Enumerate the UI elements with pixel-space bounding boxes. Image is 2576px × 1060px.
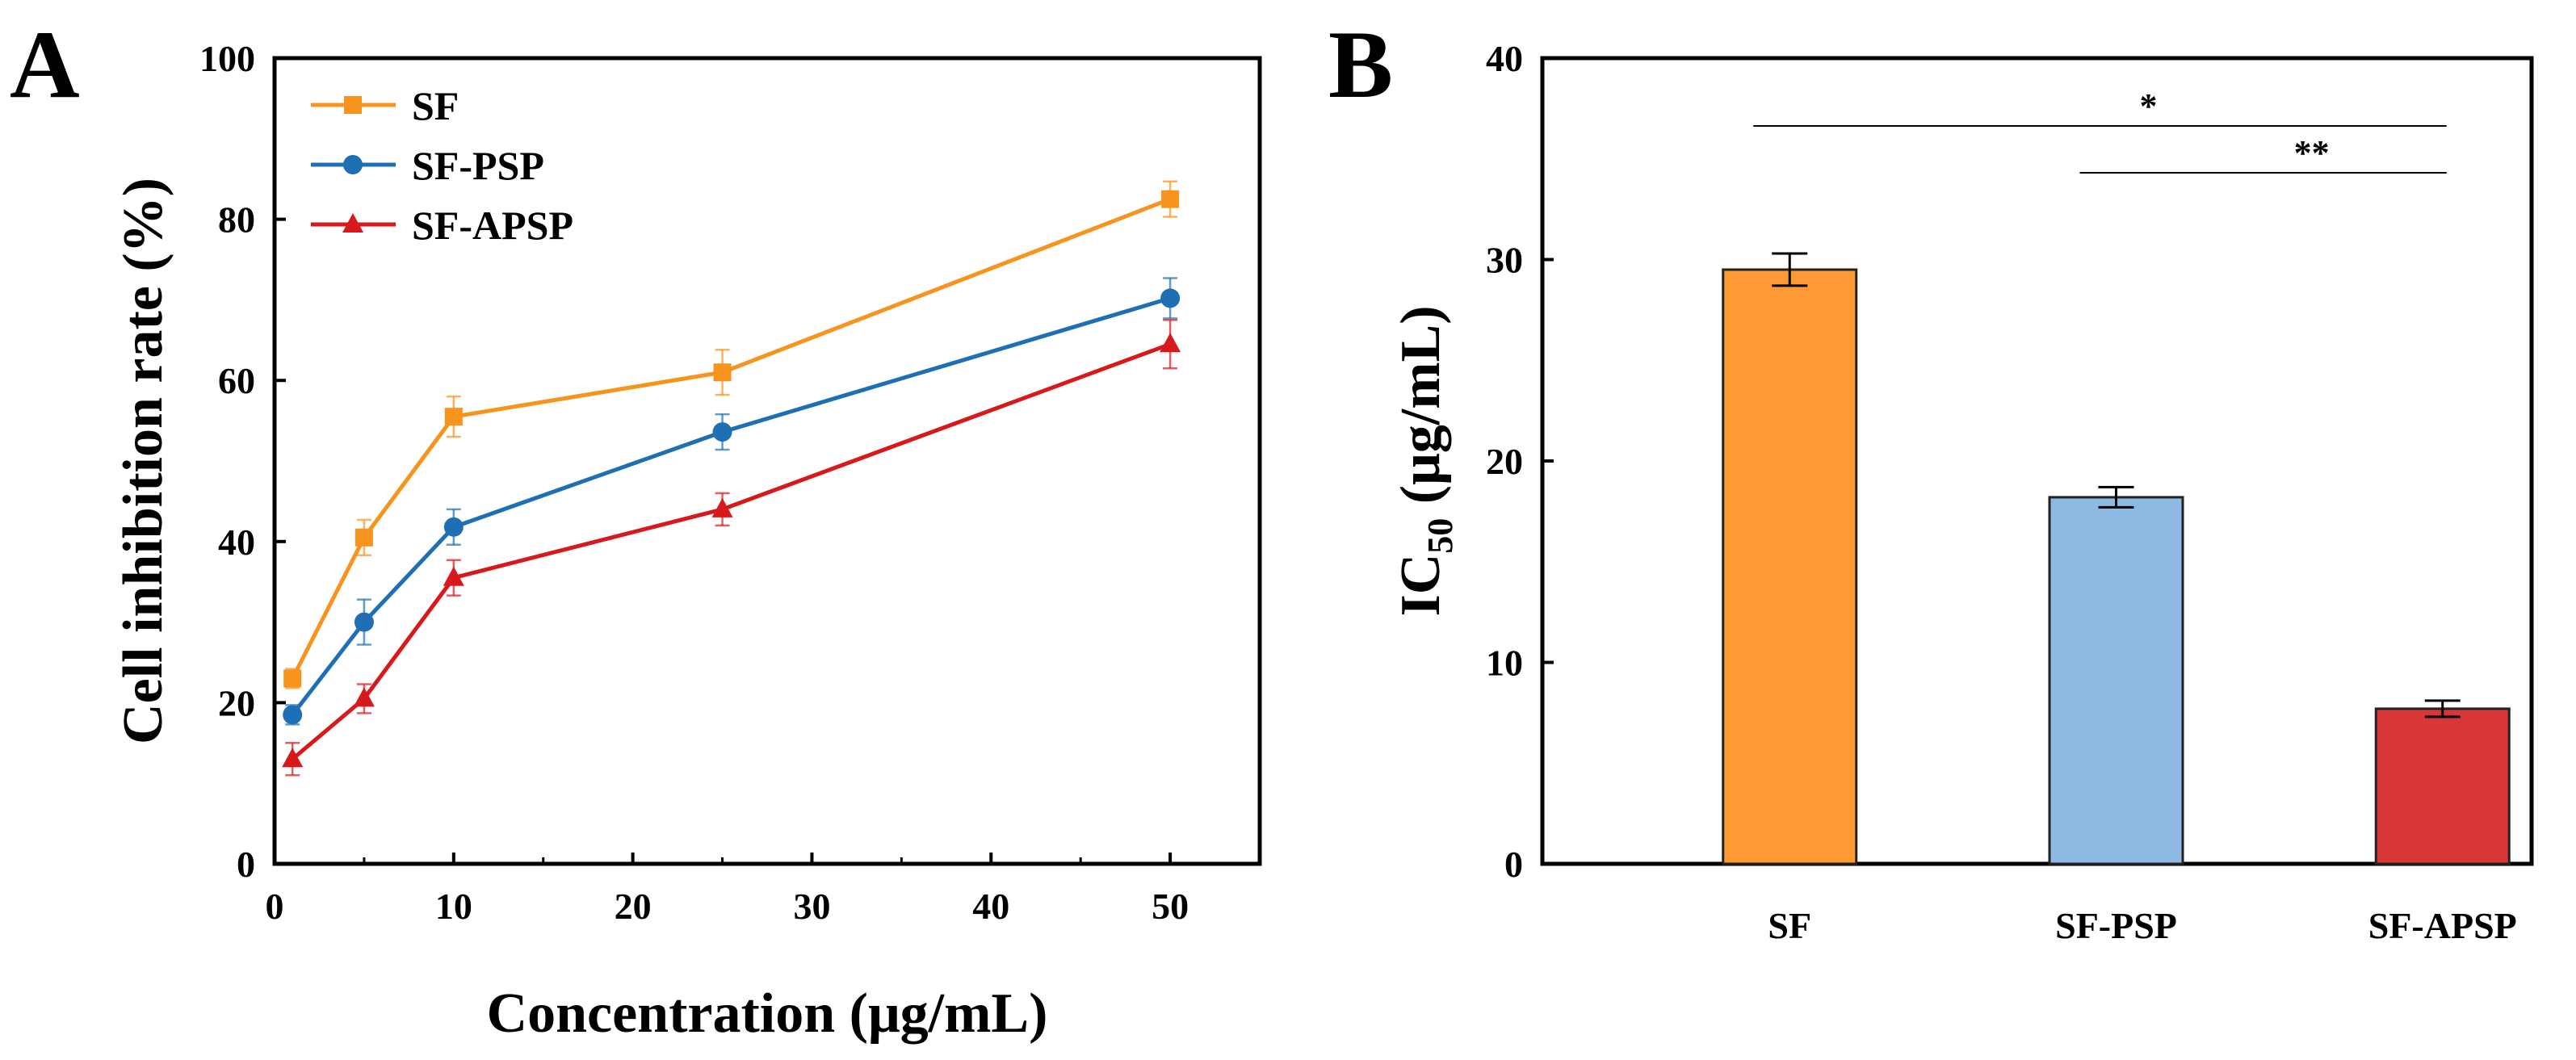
panel-b-x-ticks: SF SF-PSP SF-APSP: [1768, 905, 2516, 946]
panel-b-y-tick: 0: [1504, 844, 1523, 885]
data-point-sf-psp: [443, 517, 464, 537]
panel-a-letter: A: [10, 10, 80, 118]
legend-label-sf-psp: SF-PSP: [412, 143, 544, 188]
panel-b-y-axis-title: IC50 (μg/mL): [1390, 305, 1460, 616]
data-point-sf-apsp: [353, 687, 375, 707]
panel-a-y-tick: 100: [199, 38, 255, 79]
panel-a-plot-frame: [272, 56, 1262, 866]
legend-marker-sf-psp: [343, 155, 363, 174]
significance-label: *: [2140, 86, 2158, 126]
panel-a-x-tick: 10: [435, 886, 472, 927]
bar-sf-psp: [2048, 496, 2184, 865]
panel-b-y-axis-title-unit: (μg/mL): [1390, 305, 1452, 517]
panel-a-y-ticks: 0 20 40 60 80 100: [199, 38, 255, 885]
panel-b-y-ticks: 0 10 20 30 40: [1486, 38, 1523, 885]
data-point-sf-psp: [1160, 288, 1181, 308]
panel-b-letter: B: [1328, 10, 1393, 118]
panel-a-legend: SF SF-PSP SF-APSP: [311, 83, 573, 248]
legend-marker-sf: [344, 96, 362, 114]
panel-a-x-tick: 50: [1152, 886, 1189, 927]
panel-a-y-tick: 80: [218, 199, 255, 241]
data-point-sf-apsp: [1160, 333, 1181, 353]
series-line-sf: [290, 197, 1171, 680]
data-point-sf-apsp: [443, 566, 464, 586]
panel-b-y-axis-title-main: IC: [1390, 554, 1452, 617]
panel-b-y-tick: 10: [1486, 643, 1523, 684]
panel-b-category-label: SF-APSP: [2368, 905, 2517, 946]
data-point-sf: [1161, 190, 1180, 208]
bar-sf: [1722, 268, 1858, 865]
panel-a-y-tick: 0: [237, 844, 255, 885]
data-point-sf-apsp: [711, 497, 733, 517]
panel-b-y-tick: 20: [1486, 441, 1523, 482]
data-point-sf: [283, 669, 302, 688]
data-point-sf-psp: [354, 612, 374, 632]
legend-label-sf-apsp: SF-APSP: [412, 203, 573, 248]
data-point-sf: [444, 408, 463, 426]
panel-a-marks: [273, 57, 1181, 865]
data-point-sf-psp: [283, 705, 303, 725]
legend-marker-sf-apsp: [342, 213, 363, 233]
panel-a-y-tick: 60: [218, 360, 255, 401]
panel-a: A 0 20 40 60 80 100 0 10 20 30 40 50 Con…: [10, 10, 1262, 1045]
panel-a-x-axis-title: Concentration (μg/mL): [487, 982, 1048, 1045]
panel-a-x-ticks: 0 10 20 30 40 50: [266, 886, 1189, 927]
data-point-sf-psp: [712, 422, 732, 442]
panel-b-y-tick: 40: [1486, 38, 1523, 79]
data-point-sf-apsp: [282, 748, 304, 768]
legend-label-sf: SF: [412, 83, 459, 128]
panel-b: B 0 10 20 30 40 SF SF-PSP SF-APSP IC50 (…: [1328, 10, 2534, 946]
panel-b-category-label: SF: [1768, 905, 1811, 946]
panel-a-x-tick: 20: [615, 886, 652, 927]
bar-sf-apsp: [2374, 707, 2511, 865]
panel-a-y-axis-title: Cell inhibition rate (%): [112, 178, 174, 744]
data-point-sf: [713, 363, 732, 382]
panel-a-y-tick: 40: [218, 522, 255, 563]
panel-b-marks: [1542, 57, 2511, 865]
panel-b-y-tick: 30: [1486, 240, 1523, 281]
significance-label: **: [2294, 133, 2330, 173]
data-point-sf: [355, 528, 373, 547]
panel-a-x-tick: 30: [793, 886, 830, 927]
panel-b-significance: * **: [1753, 86, 2447, 174]
panel-b-category-label: SF-PSP: [2055, 905, 2177, 946]
panel-b-y-axis-title-subscript: 50: [1420, 518, 1460, 554]
panel-a-x-tick: 0: [266, 886, 284, 927]
series-line-sf-apsp: [291, 341, 1171, 761]
panel-a-y-tick: 20: [218, 682, 255, 723]
panel-a-x-tick: 40: [972, 886, 1009, 927]
